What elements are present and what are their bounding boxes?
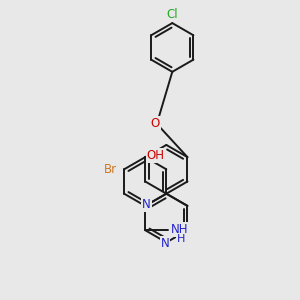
Text: O: O [151, 117, 160, 130]
Text: OH: OH [147, 149, 165, 162]
Text: NH: NH [171, 223, 189, 236]
Text: N: N [160, 237, 169, 250]
Text: H: H [177, 234, 185, 244]
Text: Cl: Cl [167, 8, 178, 21]
Text: Br: Br [103, 163, 117, 176]
Text: N: N [142, 199, 151, 212]
